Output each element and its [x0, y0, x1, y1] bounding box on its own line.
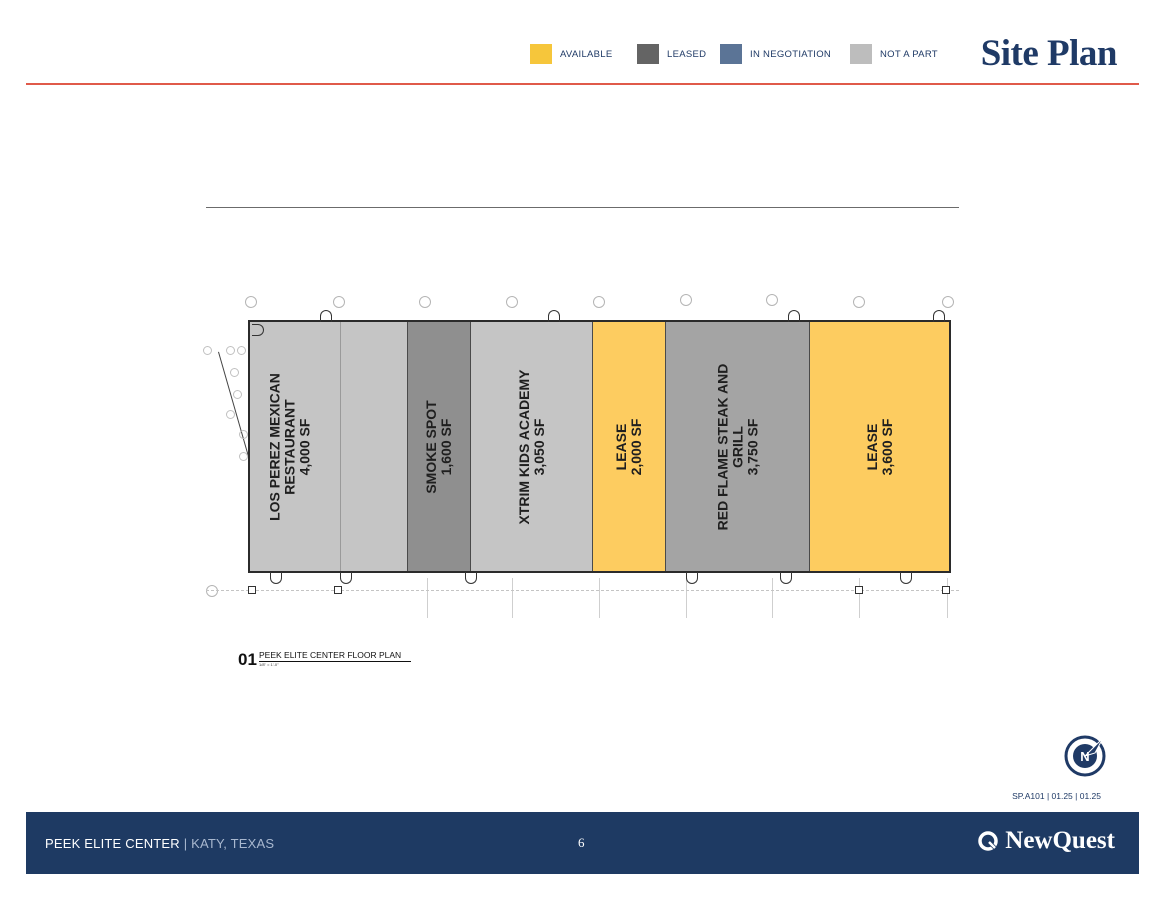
suite-name: LOS PEREZ MEXICAN	[266, 372, 283, 521]
legend-label-in-negotiation: IN NEGOTIATION	[750, 48, 832, 60]
suite-label: SMOKE SPOT 1,600 SF	[423, 399, 454, 494]
patio-seat	[226, 346, 235, 355]
grid-line	[947, 578, 948, 618]
footer: PEEK ELITE CENTER | KATY, TEXAS 6 NewQue…	[26, 812, 1139, 874]
plan-top-line	[206, 207, 959, 208]
suite-label: LOS PEREZ MEXICAN RESTAURANT 4,000 SF	[266, 372, 313, 521]
grid-marker	[245, 296, 257, 308]
property-location: KATY, TEXAS	[191, 836, 275, 851]
legend-swatch-available	[530, 44, 552, 64]
grid-line	[859, 578, 860, 618]
door-swing	[320, 310, 332, 322]
footer-separator: |	[179, 836, 192, 851]
brand-logo: NewQuest	[977, 827, 1115, 855]
floor-plan-scale: 1/8" = 1'-0"	[259, 662, 279, 667]
north-arrow-icon: N	[1064, 735, 1106, 777]
column-marker	[334, 586, 342, 594]
svg-text:N: N	[1080, 749, 1089, 764]
brand-name: NewQuest	[1005, 827, 1115, 854]
suite-name: LEASE	[863, 423, 880, 470]
grid-marker	[680, 294, 692, 306]
grid-line	[772, 578, 773, 618]
header-divider	[26, 83, 1139, 85]
suite-name: RED FLAME STEAK AND	[714, 363, 730, 530]
door-swing	[252, 324, 264, 336]
door-swing	[900, 572, 912, 584]
suite-area: 3,050 SF	[530, 418, 547, 475]
suite-name: LEASE	[613, 423, 629, 470]
door-swing	[270, 572, 282, 584]
suite-smoke-spot: SMOKE SPOT 1,600 SF	[408, 322, 471, 571]
suite-label: LEASE 2,000 SF	[613, 418, 644, 475]
grid-line	[599, 578, 600, 618]
suite-label: LEASE 3,600 SF	[863, 418, 895, 475]
grid-line	[512, 578, 513, 618]
footer-property: PEEK ELITE CENTER | KATY, TEXAS	[45, 836, 274, 851]
grid-marker	[766, 294, 778, 306]
patio-seat	[203, 346, 212, 355]
legend-item-not-a-part: NOT A PART	[850, 44, 938, 64]
legend-swatch-leased	[637, 44, 659, 64]
suite-label: XTRIM KIDS ACADEMY 3,050 SF	[515, 368, 547, 525]
floor-plan-label: PEEK ELITE CENTER FLOOR PLAN	[259, 650, 411, 662]
legend-item-available: AVAILABLE	[530, 44, 613, 64]
door-swing	[788, 310, 800, 322]
column-marker	[855, 586, 863, 594]
suite-area: 3,600 SF	[878, 418, 895, 475]
property-name: PEEK ELITE CENTER	[45, 836, 180, 851]
suite-label: RED FLAME STEAK AND GRILL 3,750 SF	[714, 363, 760, 530]
grid-dashed-line	[206, 590, 959, 591]
page-number: 6	[578, 835, 585, 850]
suite-area: 3,750 SF	[744, 418, 760, 475]
patio-seat	[239, 452, 248, 461]
legend-item-in-negotiation: IN NEGOTIATION	[720, 44, 831, 64]
legend-label-available: AVAILABLE	[560, 48, 613, 60]
column-marker	[248, 586, 256, 594]
suite-los-perez: LOS PEREZ MEXICAN RESTAURANT 4,000 SF	[250, 322, 408, 571]
column-marker	[942, 586, 950, 594]
door-swing	[340, 572, 352, 584]
floor-plan-number: 01	[238, 650, 257, 669]
page-title: Site Plan	[980, 33, 1118, 74]
suite-area: 2,000 SF	[628, 418, 644, 475]
grid-marker	[942, 296, 954, 308]
grid-marker	[506, 296, 518, 308]
sheet-id: SP.A101 | 01.25 | 01.25	[1012, 791, 1101, 801]
patio-seat	[233, 390, 242, 399]
suite-xtrim-kids-academy: XTRIM KIDS ACADEMY 3,050 SF	[471, 322, 593, 571]
suite-red-flame: RED FLAME STEAK AND GRILL 3,750 SF	[666, 322, 810, 571]
suite-name: GRILL	[729, 425, 745, 468]
grid-marker	[419, 296, 431, 308]
patio-seat	[239, 430, 248, 439]
suite-lease-3600: LEASE 3,600 SF	[810, 322, 949, 571]
suite-lease-2000: LEASE 2,000 SF	[593, 322, 666, 571]
suite-name: XTRIM KIDS ACADEMY	[515, 368, 532, 525]
legend-swatch-in-negotiation	[720, 44, 742, 64]
legend-item-leased: LEASED	[637, 44, 706, 64]
legend-label-not-a-part: NOT A PART	[880, 48, 938, 60]
door-swing	[465, 572, 477, 584]
door-swing	[686, 572, 698, 584]
grid-marker	[853, 296, 865, 308]
newquest-logo-icon	[978, 831, 999, 852]
grid-line	[686, 578, 687, 618]
suite-name: SMOKE SPOT	[423, 399, 439, 494]
grid-marker	[333, 296, 345, 308]
suite-name: RESTAURANT	[281, 398, 298, 495]
suite-inner-wall	[340, 322, 341, 571]
legend-label-leased: LEASED	[667, 48, 707, 60]
grid-line	[427, 578, 428, 618]
grid-marker	[206, 585, 218, 597]
door-swing	[780, 572, 792, 584]
patio-seat	[226, 410, 235, 419]
suite-area: 1,600 SF	[438, 418, 454, 475]
patio-seat	[237, 346, 246, 355]
floor-plan: LOS PEREZ MEXICAN RESTAURANT 4,000 SF SM…	[248, 320, 951, 573]
suite-area: 4,000 SF	[296, 418, 313, 475]
grid-marker	[593, 296, 605, 308]
legend-swatch-not-a-part	[850, 44, 872, 64]
door-swing	[933, 310, 945, 322]
patio-seat	[230, 368, 239, 377]
door-swing	[548, 310, 560, 322]
